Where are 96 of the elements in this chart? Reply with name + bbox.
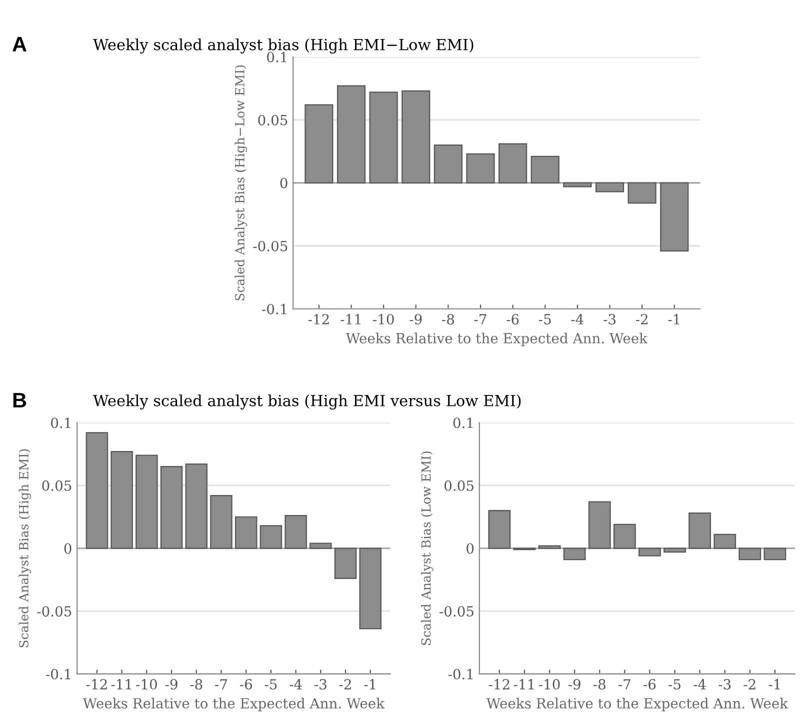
y-axis-title: Scaled Analyst Bias (Low EMI) (421, 452, 434, 645)
bar (588, 501, 611, 549)
bar (563, 548, 586, 560)
x-axis-title: Weeks Relative to the Expected Ann. Week (346, 332, 648, 346)
y-tick-label: 0 (280, 178, 288, 188)
bar (234, 516, 258, 549)
x-tick-label: -9 (165, 679, 178, 690)
y-tick-label: 0.05 (42, 480, 72, 491)
bar (336, 85, 366, 184)
bar (595, 182, 624, 192)
y-axis-title: Scaled Analyst Bias (High EMI) (18, 449, 32, 648)
bar (466, 153, 495, 184)
x-tick-label: -12 (488, 679, 510, 690)
x-tick-label: -8 (442, 314, 454, 324)
x-tick-label: -7 (474, 314, 486, 324)
x-tick-label: -10 (538, 679, 560, 690)
x-tick-label: -1 (364, 679, 376, 690)
chart-title: Weekly scaled analyst bias (High EMI versus Low EMI) (93, 394, 521, 410)
x-tick-label: -9 (568, 679, 580, 690)
x-tick-label: -1 (668, 314, 680, 324)
bar (764, 548, 786, 560)
y-tick-label: -0.05 (440, 606, 474, 617)
x-tick-label: -7 (618, 679, 630, 690)
y-axis-title: Scaled Analyst Bias (High−Low EMI) (234, 65, 248, 300)
x-tick-label: -7 (215, 679, 228, 690)
y-tick-label: -0.05 (253, 240, 288, 252)
x-tick-label: -10 (372, 314, 394, 324)
bar (488, 510, 511, 549)
y-tick-label: -0.1 (448, 668, 473, 680)
x-tick-label: -3 (604, 314, 616, 324)
x-tick-label: -10 (136, 679, 157, 690)
y-tick-label: 0 (466, 543, 474, 554)
x-tick-label: -6 (506, 314, 519, 324)
y-tick-label: 0.1 (51, 418, 70, 428)
bar (688, 512, 711, 549)
bar (110, 450, 133, 549)
x-tick-label: -5 (538, 314, 551, 324)
bar (86, 432, 108, 549)
y-tick-label: -0.1 (46, 668, 70, 680)
bar (260, 525, 282, 549)
x-tick-label: -6 (644, 679, 656, 690)
x-tick-label: -3 (314, 679, 326, 690)
y-tick-label: 0.1 (267, 52, 286, 62)
y-tick-label: 0 (64, 543, 72, 554)
bar (714, 534, 736, 549)
y-tick-label: -0.05 (37, 606, 72, 617)
y-tick-label: 0.05 (444, 480, 474, 491)
x-tick-label: -8 (593, 679, 606, 690)
x-tick-label: -11 (514, 679, 534, 690)
bar (638, 548, 661, 556)
y-tick-label: -0.1 (262, 304, 286, 314)
bar (628, 182, 656, 204)
bar (304, 104, 334, 184)
x-tick-label: -4 (571, 314, 584, 324)
bar (530, 156, 560, 184)
bar (498, 143, 528, 184)
text: B (13, 393, 26, 408)
x-tick-label: -11 (111, 679, 132, 690)
x-axis-title: Weeks Relative to the Expected Ann. Week (82, 698, 385, 712)
x-axis-title: Weeks Relative to the Expected Ann. Week (486, 698, 788, 712)
x-tick-label: -2 (636, 314, 648, 324)
bar (334, 548, 357, 579)
x-tick-label: -3 (718, 679, 731, 690)
bar (402, 90, 430, 184)
x-tick-label: -1 (768, 679, 780, 690)
x-tick-label: -5 (264, 679, 277, 690)
x-tick-label: -12 (86, 679, 107, 690)
bar (359, 548, 382, 630)
bar (284, 515, 307, 549)
x-tick-label: -11 (340, 314, 360, 324)
x-tick-label: -12 (308, 314, 329, 324)
x-tick-label: -2 (744, 679, 756, 690)
bar (563, 182, 592, 188)
x-tick-label: -9 (410, 314, 422, 324)
bar (369, 92, 398, 184)
bar (738, 548, 762, 560)
text: A (12, 37, 26, 52)
bar (538, 545, 561, 549)
bar (664, 548, 686, 553)
y-tick-label: 0.05 (258, 114, 288, 126)
bar (434, 144, 462, 184)
chart-title: Weekly scaled analyst bias (High EMI−Low EMI) (93, 38, 474, 54)
bar (136, 454, 158, 549)
x-tick-label: -4 (694, 679, 706, 690)
x-tick-label: -5 (668, 679, 680, 690)
bar (613, 524, 636, 549)
bar (210, 494, 232, 549)
bar (310, 542, 332, 549)
x-tick-label: -4 (290, 679, 302, 690)
y-tick-label: 0.1 (453, 418, 473, 428)
x-tick-label: -2 (339, 679, 351, 690)
bar (185, 464, 208, 549)
bar (660, 182, 689, 252)
x-tick-label: -8 (190, 679, 202, 690)
bar (160, 466, 183, 549)
x-tick-label: -6 (240, 679, 252, 690)
